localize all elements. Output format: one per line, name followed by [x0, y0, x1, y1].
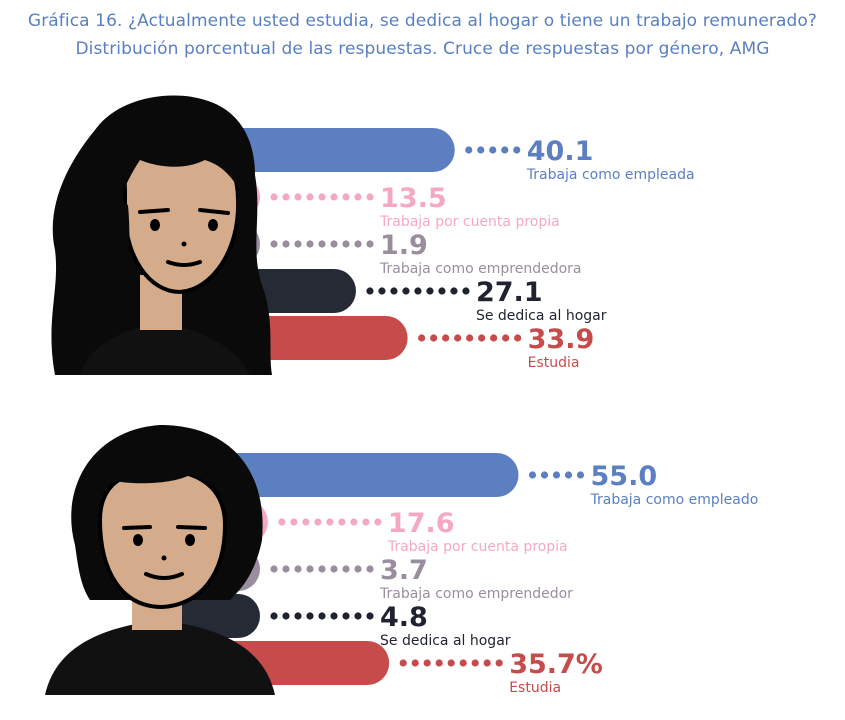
category-label: Estudia	[528, 355, 580, 371]
category-label: Trabaja como emprendedora	[379, 261, 582, 277]
category-label: Trabaja como empleado	[590, 492, 759, 508]
value-label: 40.1	[527, 136, 594, 167]
value-label: 4.8	[380, 602, 428, 633]
category-label: Trabaja como empleada	[526, 167, 695, 183]
value-label: 27.1	[476, 277, 543, 308]
value-label: 3.7	[380, 555, 428, 586]
dot-leader	[418, 334, 522, 342]
dot-leader	[270, 240, 374, 248]
category-label: Se dedica al hogar	[380, 633, 511, 649]
dot-leader	[278, 518, 382, 526]
dot-leader	[528, 471, 585, 479]
chart-title: Gráfica 16. ¿Actualmente usted estudia, …	[27, 11, 818, 31]
dot-leader	[366, 287, 470, 295]
dot-leader	[270, 612, 374, 620]
chart-subtitle: Distribución porcentual de las respuesta…	[75, 39, 770, 59]
dot-leader	[270, 565, 374, 573]
value-label: 33.9	[528, 324, 595, 355]
man-avatar-icon	[45, 425, 275, 695]
value-label: 17.6	[388, 508, 455, 539]
dot-leader	[399, 659, 503, 667]
value-label: 1.9	[380, 230, 428, 261]
dot-leader	[465, 146, 521, 154]
woman-avatar-icon	[51, 95, 273, 376]
value-label: 35.7%	[509, 649, 603, 680]
category-label: Trabaja por cuenta propia	[387, 539, 568, 555]
category-label: Trabaja como emprendedor	[379, 586, 573, 602]
dot-leader	[270, 193, 374, 201]
value-label: 13.5	[380, 183, 447, 214]
category-label: Se dedica al hogar	[476, 308, 607, 324]
category-label: Estudia	[509, 680, 561, 696]
category-label: Trabaja por cuenta propia	[379, 214, 560, 230]
value-label: 55.0	[591, 461, 658, 492]
